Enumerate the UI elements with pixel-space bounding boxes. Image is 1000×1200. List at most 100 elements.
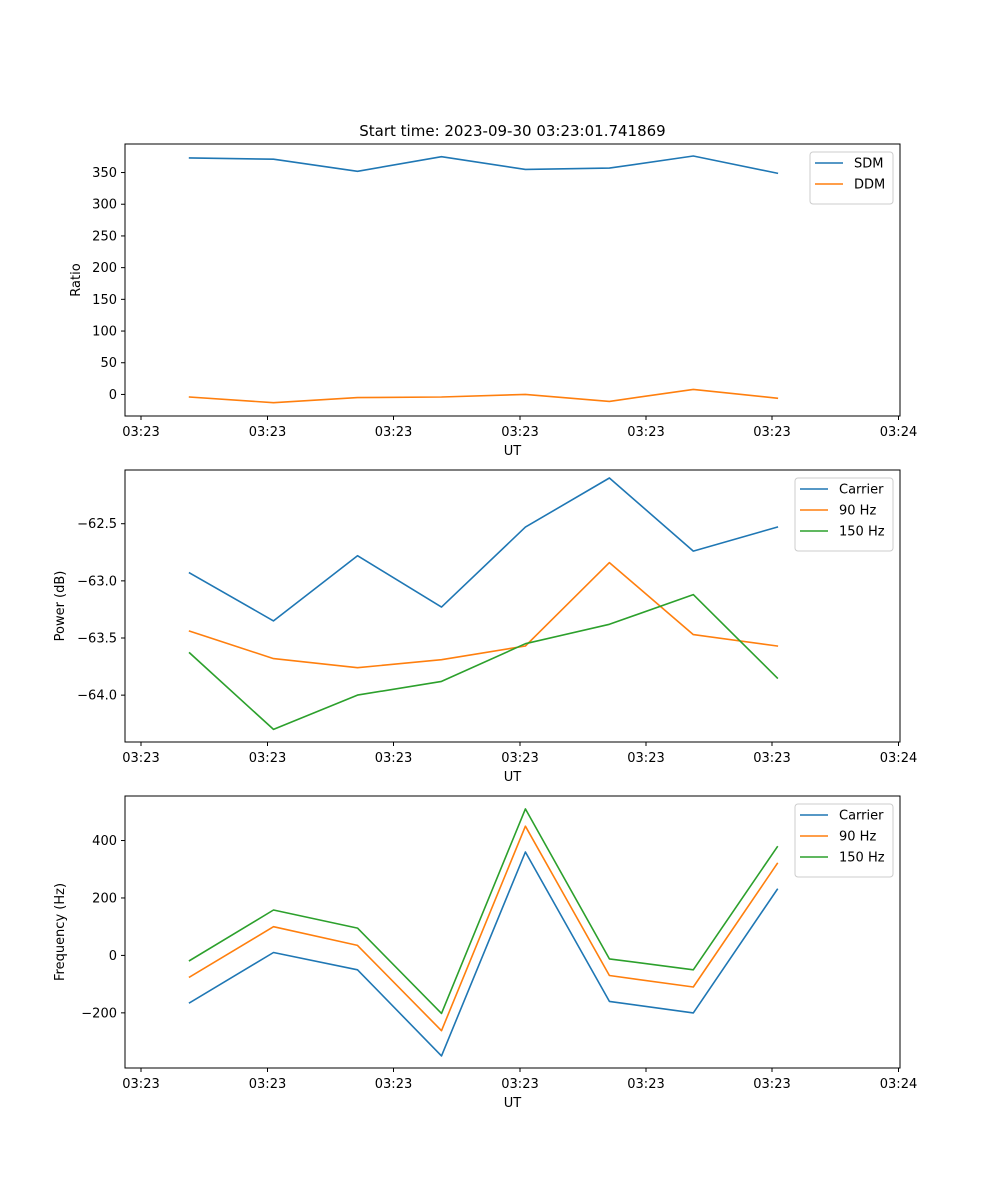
ratio-y-tick-label: 100 xyxy=(92,325,117,340)
ratio-series-ddm-point xyxy=(692,388,694,390)
power-x-tick-label: 03:24 xyxy=(880,751,917,766)
power-x-tick-label: 03:23 xyxy=(753,751,790,766)
ratio-x-tick-label: 03:23 xyxy=(249,425,286,440)
ratio-series-ddm-point xyxy=(524,393,526,395)
frequency-series-carrier-point xyxy=(692,1012,694,1014)
power-series-90-hz-point xyxy=(356,667,358,669)
power-series-90-hz-line xyxy=(188,561,779,669)
ratio-y-tick-label: 0 xyxy=(109,388,117,403)
power-series-carrier-line xyxy=(188,477,779,622)
frequency-legend-label-90-hz: 90 Hz xyxy=(839,830,876,845)
power-legend-label-150-hz: 150 Hz xyxy=(839,525,885,540)
frequency-series-150-hz-point xyxy=(440,1012,442,1014)
frequency-series-90-hz-point xyxy=(356,944,358,946)
power-legend: Carrier 90 Hz 150 Hz xyxy=(794,477,894,552)
power-series-150-hz-point xyxy=(356,694,358,696)
power-series-90-hz-point xyxy=(188,630,190,632)
ratio-y-tick-label: 250 xyxy=(92,229,117,244)
power-legend-label-90-hz: 90 Hz xyxy=(839,504,876,519)
frequency-legend: Carrier 90 Hz 150 Hz xyxy=(794,803,894,878)
power-series-150-hz-point xyxy=(272,728,274,730)
frequency-series-carrier-point xyxy=(272,951,274,953)
frequency-series-carrier-point xyxy=(608,1000,610,1002)
ratio-y-axis-label: Ratio xyxy=(69,263,84,296)
ratio-series-ddm-line xyxy=(188,388,779,404)
power-series-90-hz-point xyxy=(272,657,274,659)
power-axes-frame xyxy=(124,469,901,743)
ratio-series-ddm-point xyxy=(776,397,778,399)
ratio-y-tick-label: 350 xyxy=(92,166,117,181)
frequency-series-90-hz-point xyxy=(524,825,526,827)
ratio-x-tick-label: 03:23 xyxy=(627,425,664,440)
frequency-series-90-hz-point xyxy=(692,986,694,988)
frequency-x-tick-label: 03:23 xyxy=(753,1077,790,1092)
frequency-x-tick-label: 03:23 xyxy=(627,1077,664,1092)
frequency-x-tick-label: 03:23 xyxy=(501,1077,538,1092)
ratio-x-axis-label: UT xyxy=(504,444,522,459)
ratio-legend-frame xyxy=(809,151,894,205)
frequency-series-carrier-point xyxy=(776,888,778,890)
power-series-carrier-point xyxy=(776,526,778,528)
ratio-x-tick-label: 03:23 xyxy=(753,425,790,440)
frequency-series-150-hz-point xyxy=(524,808,526,810)
ratio-series-sdm-point xyxy=(608,167,610,169)
ratio-series-sdm-point xyxy=(188,157,190,159)
frequency-series-90-hz-point xyxy=(608,974,610,976)
power-panel: 03:23 03:23 03:23 03:23 03:23 03:23 03:24 −64.0… xyxy=(53,469,917,785)
ratio-x-tick-label: 03:23 xyxy=(122,425,159,440)
ratio-x-tick-label: 03:24 xyxy=(880,425,917,440)
power-x-axis-label: UT xyxy=(504,770,522,785)
power-y-axis-label: Power (dB) xyxy=(53,571,68,642)
power-x-tick-label: 03:23 xyxy=(627,751,664,766)
ratio-series-sdm-point xyxy=(272,158,274,160)
frequency-legend-frame xyxy=(794,803,894,878)
frequency-panel: 03:23 03:23 03:23 03:23 03:23 03:23 03:24 −200 0… xyxy=(53,795,917,1111)
ratio-series-sdm-line xyxy=(188,155,779,175)
ratio-series-ddm-point xyxy=(608,400,610,402)
power-y-tick-label: −62.5 xyxy=(77,517,117,532)
frequency-axes-frame xyxy=(124,795,901,1069)
frequency-series-150-hz-point xyxy=(608,958,610,960)
ratio-series-sdm-point xyxy=(440,156,442,158)
power-series-150-hz-point xyxy=(524,643,526,645)
power-series-150-hz-point xyxy=(776,677,778,679)
frequency-y-tick-label: 400 xyxy=(92,834,117,849)
frequency-x-axis-label: UT xyxy=(504,1096,522,1111)
power-series-90-hz-point xyxy=(608,561,610,563)
power-series-150-hz-point xyxy=(692,593,694,595)
power-x-tick-label: 03:23 xyxy=(501,751,538,766)
frequency-legend-label-150-hz: 150 Hz xyxy=(839,851,885,866)
ratio-legend-label-sdm: SDM xyxy=(854,157,883,172)
power-series-carrier-point xyxy=(188,572,190,574)
frequency-x-tick-label: 03:24 xyxy=(880,1077,917,1092)
frequency-series-90-hz-point xyxy=(440,1030,442,1032)
frequency-series-carrier-point xyxy=(188,1002,190,1004)
frequency-series-90-hz-point xyxy=(776,862,778,864)
frequency-series-150-hz-point xyxy=(776,846,778,848)
power-series-150-hz-line xyxy=(188,593,779,731)
power-series-90-hz-point xyxy=(692,633,694,635)
ratio-x-tick-label: 03:23 xyxy=(501,425,538,440)
power-x-tick-label: 03:23 xyxy=(249,751,286,766)
frequency-series-carrier-line xyxy=(188,851,779,1057)
ratio-series-sdm-point xyxy=(524,168,526,170)
power-series-carrier-point xyxy=(608,477,610,479)
frequency-x-tick-label: 03:23 xyxy=(249,1077,286,1092)
frequency-series-90-hz-point xyxy=(188,976,190,978)
ratio-y-tick-label: 200 xyxy=(92,261,117,276)
power-x-tick-label: 03:23 xyxy=(122,751,159,766)
power-series-150-hz-point xyxy=(188,652,190,654)
power-series-90-hz-point xyxy=(776,645,778,647)
power-y-tick-label: −63.0 xyxy=(77,574,117,589)
ratio-y-tick-label: 150 xyxy=(92,293,117,308)
power-series-carrier-point xyxy=(440,606,442,608)
power-series-carrier-point xyxy=(356,555,358,557)
figure-title: Start time: 2023-09-30 03:23:01.741869 xyxy=(359,122,665,140)
ratio-series-ddm-point xyxy=(440,396,442,398)
power-series-carrier-point xyxy=(524,526,526,528)
frequency-y-axis-label: Frequency (Hz) xyxy=(53,883,68,981)
power-series-carrier-point xyxy=(272,620,274,622)
frequency-y-tick-label: 200 xyxy=(92,891,117,906)
ratio-series-sdm-point xyxy=(692,155,694,157)
